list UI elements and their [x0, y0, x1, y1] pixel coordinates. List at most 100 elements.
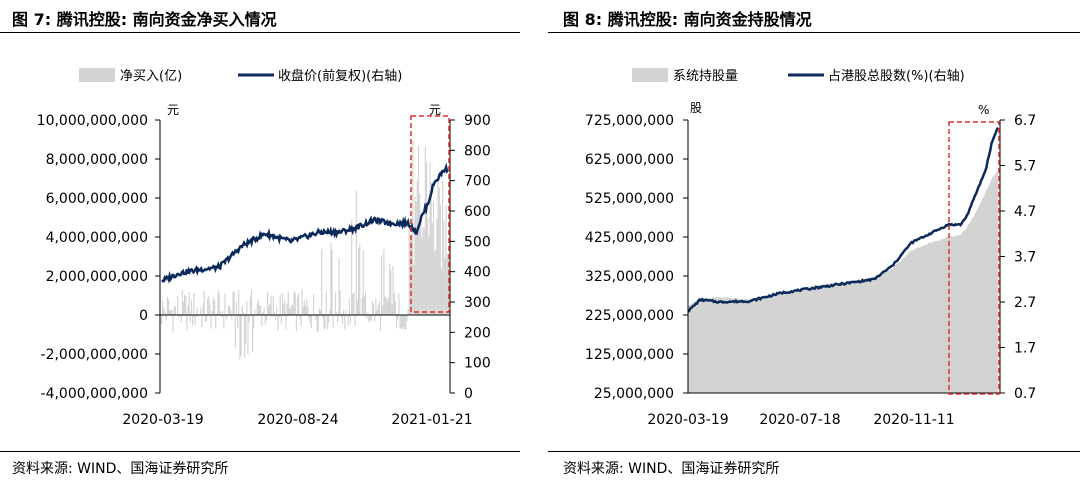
net-buy-bar [246, 300, 248, 315]
right-tick-label: 6.7 [1014, 113, 1036, 129]
net-buy-bar [419, 193, 421, 315]
net-buy-bar [415, 201, 417, 315]
net-buy-bar [330, 242, 332, 315]
net-buy-bar [218, 293, 220, 315]
net-buy-bar [378, 301, 380, 315]
net-buy-bar [374, 315, 376, 322]
net-buy-bar [165, 315, 167, 321]
net-buy-bar [216, 313, 218, 315]
net-buy-bar [334, 292, 337, 315]
net-buy-bar [393, 293, 395, 315]
net-buy-bar [355, 190, 357, 315]
right-tick-label: 900 [464, 113, 491, 129]
net-buy-bar [264, 315, 266, 325]
highlight-box [410, 115, 450, 313]
net-buy-bar [193, 293, 195, 315]
left-tick-label: 25,000,000 [594, 386, 674, 402]
net-buy-bar [422, 226, 424, 315]
net-buy-bar [280, 315, 282, 324]
net-buy-bar [301, 289, 303, 315]
net-buy-bar [343, 309, 345, 315]
net-buy-bar [364, 291, 367, 315]
net-buy-bar [300, 315, 302, 326]
net-buy-bar [180, 315, 182, 322]
net-buy-bar [253, 315, 255, 329]
net-buy-bar [256, 302, 258, 315]
legend-swatch-holdings [632, 68, 668, 82]
right-axis-unit: 元 [429, 103, 441, 117]
net-buy-bar [194, 315, 196, 325]
net-buy-bar [369, 315, 371, 320]
net-buy-bar [260, 305, 262, 315]
figure-8-source: 资料来源: WIND、国海证券研究所 [563, 461, 780, 477]
holdings-chart: 系统持股量 占港股总股数(%)(右轴) 股 % 725,000,000 625,0… [585, 68, 1036, 428]
net-buy-bar [337, 315, 339, 323]
net-buy-bar [379, 315, 382, 332]
net-buy-bar [186, 315, 188, 331]
net-buy-bar [351, 219, 353, 315]
x-tick-label: 2020-11-11 [873, 412, 954, 428]
net-buy-bar [318, 308, 320, 315]
net-buy-bar [414, 195, 416, 315]
net-buy-bar [178, 315, 180, 318]
net-buy-bar [325, 290, 327, 315]
net-buy-bar [184, 295, 186, 315]
net-buy-bar [227, 305, 229, 315]
net-buy-bar [391, 305, 393, 315]
net-buy-bar [348, 298, 350, 315]
left-tick-label: -2,000,000,000 [41, 347, 148, 363]
left-tick-label: 325,000,000 [585, 269, 674, 285]
net-buy-bar [436, 218, 438, 315]
net-buy-bar [356, 300, 358, 315]
net-buy-bar [372, 303, 375, 315]
net-buy-bar [402, 315, 405, 327]
net-buy-bar [425, 162, 428, 315]
net-buy-bar [442, 180, 444, 315]
net-buy-bar [220, 315, 223, 318]
net-buy-bar [392, 265, 394, 315]
net-buy-bar [200, 307, 202, 315]
net-buy-bar [341, 315, 344, 325]
net-buy-bar [290, 308, 292, 315]
net-buy-bar [362, 249, 364, 315]
left-tick-label: -4,000,000,000 [41, 386, 148, 402]
net-buy-bar [272, 296, 274, 315]
net-buy-bar [173, 306, 175, 315]
left-tick-label: 8,000,000,000 [46, 152, 148, 168]
net-buy-bar [423, 228, 425, 315]
figure-7-bottom-rule [0, 451, 520, 452]
net-buy-bar [331, 249, 333, 315]
net-buy-bar [371, 300, 373, 315]
net-buy-bar [329, 309, 331, 315]
net-buy-bar [321, 248, 323, 315]
net-buy-bar [285, 315, 287, 330]
net-buy-bar [243, 315, 246, 358]
net-buy-bar [276, 306, 278, 315]
net-buy-bar [298, 293, 300, 315]
net-buy-bar [279, 294, 281, 315]
net-buy-bar [345, 309, 347, 315]
net-buy-bar [189, 315, 191, 323]
net-buy-bar [366, 315, 368, 319]
right-tick-label: 5.7 [1014, 159, 1036, 175]
net-buy-bar [273, 312, 276, 315]
net-buy-bar [353, 292, 355, 315]
net-buy-bar [322, 315, 324, 318]
legend-label-holdings: 系统持股量 [673, 69, 738, 84]
net-buy-bar [231, 315, 233, 321]
net-buy-bar [185, 295, 187, 315]
net-buy-bar [349, 315, 352, 325]
net-buy-bar [328, 315, 330, 323]
net-buy-bar [242, 312, 244, 315]
net-buy-bar [317, 315, 319, 332]
left-tick-label: 0 [139, 308, 148, 324]
net-buy-bar [363, 296, 365, 315]
net-buy-bar [316, 315, 318, 332]
net-buy-bar [352, 293, 354, 315]
net-buy-bar [192, 315, 194, 326]
net-buy-bar [295, 315, 297, 331]
net-buy-bar [309, 315, 311, 324]
net-buy-bar [217, 289, 219, 315]
highlight-box [948, 121, 1000, 395]
net-buy-bar [162, 300, 164, 315]
